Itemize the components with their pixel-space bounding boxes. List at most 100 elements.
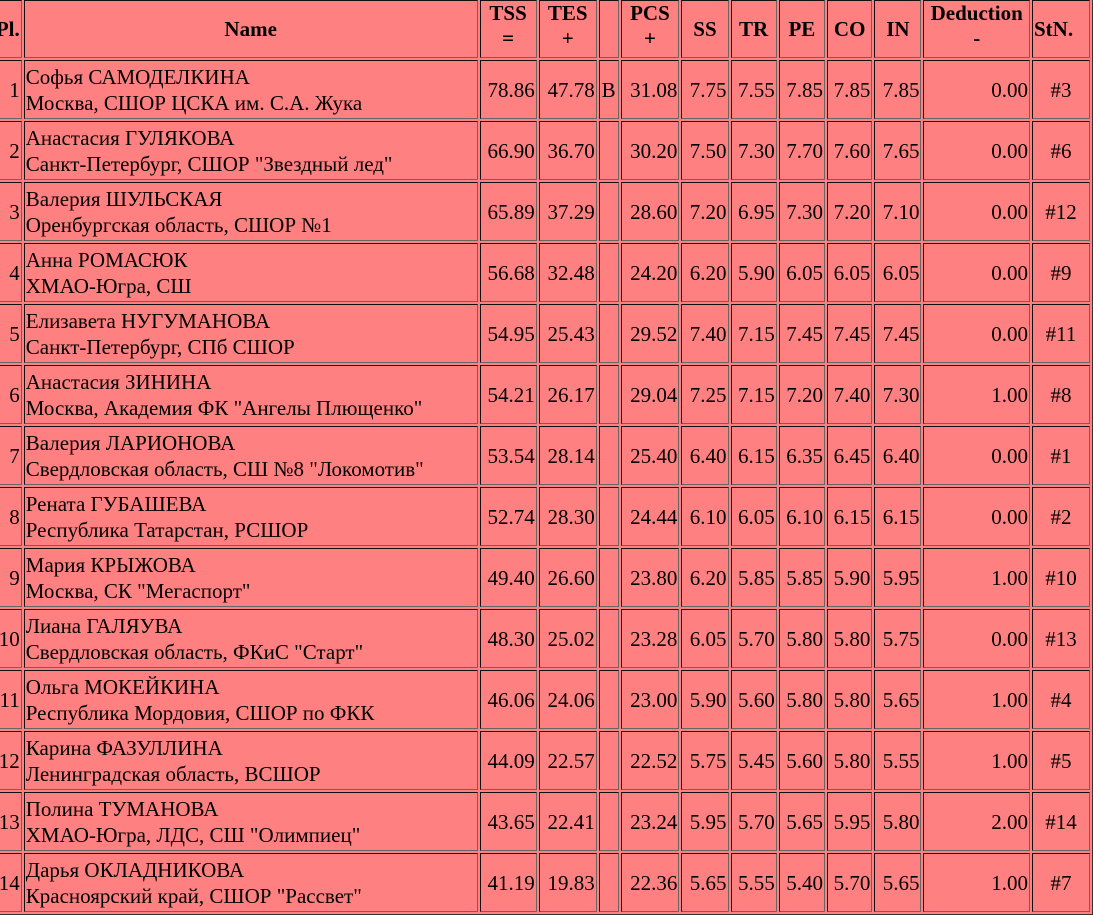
cell-tes: 22.41 bbox=[538, 792, 597, 851]
cell-co: 5.80 bbox=[827, 670, 873, 729]
cell-ss: 6.05 bbox=[681, 609, 729, 668]
cell-tss: 78.86 bbox=[479, 60, 537, 119]
cell-tr: 7.15 bbox=[730, 365, 777, 424]
cell-place: 9 bbox=[0, 548, 22, 607]
cell-name: Ольга МОКЕЙКИНА Республика Мордовия, СШОР… bbox=[23, 670, 478, 729]
skater-club: Москва, Академия ФК "Ангелы Плющенко" bbox=[25, 395, 423, 420]
cell-tr: 5.60 bbox=[730, 670, 777, 729]
cell-co: 6.45 bbox=[827, 426, 873, 485]
cell-ss: 7.20 bbox=[681, 182, 729, 241]
cell-tss: 43.65 bbox=[479, 792, 537, 851]
skater-name: Анастасия ЗИНИНА bbox=[25, 369, 212, 394]
table-row: 10 Лиана ГАЛЯУВА Свердловская область, ФКи… bbox=[0, 609, 1090, 668]
cell-tr: 5.85 bbox=[730, 548, 777, 607]
cell-bonus: B bbox=[598, 60, 619, 119]
cell-pe: 6.35 bbox=[778, 426, 825, 485]
cell-pe: 5.65 bbox=[778, 792, 825, 851]
header-in: IN bbox=[874, 0, 922, 58]
cell-pcs: 24.20 bbox=[620, 243, 680, 302]
header-start-number: StN. bbox=[1032, 0, 1090, 58]
cell-pcs: 31.08 bbox=[620, 60, 680, 119]
cell-name: Карина ФАЗУЛЛИНА Ленинградская область, В… bbox=[23, 731, 478, 790]
cell-tes: 37.29 bbox=[538, 182, 597, 241]
cell-pe: 7.20 bbox=[778, 365, 825, 424]
cell-bonus bbox=[598, 182, 619, 241]
table-row: 8 Рената ГУБАШЕВА Республика Татарстан, РС… bbox=[0, 487, 1090, 546]
cell-tss: 49.40 bbox=[479, 548, 537, 607]
cell-start-number: #2 bbox=[1032, 487, 1090, 546]
cell-pcs: 25.40 bbox=[620, 426, 680, 485]
cell-tss: 52.74 bbox=[479, 487, 537, 546]
cell-co: 7.60 bbox=[827, 121, 873, 180]
cell-tss: 56.68 bbox=[479, 243, 537, 302]
cell-tr: 5.45 bbox=[730, 731, 777, 790]
skater-name: Дарья ОКЛАДНИКОВА bbox=[25, 857, 245, 882]
cell-tr: 6.05 bbox=[730, 487, 777, 546]
skater-club: ХМАО-Югра, ЛДС, СШ "Олимпиец" bbox=[25, 822, 361, 847]
cell-deduction: 0.00 bbox=[923, 182, 1030, 241]
cell-pcs: 29.04 bbox=[620, 365, 680, 424]
cell-place: 14 bbox=[0, 853, 22, 912]
cell-name: Полина ТУМАНОВА ХМАО-Югра, ЛДС, СШ "Олимп… bbox=[23, 792, 478, 851]
cell-name: Софья САМОДЕЛКИНА Москва, СШОР ЦСКА им. С… bbox=[23, 60, 478, 119]
cell-name: Лиана ГАЛЯУВА Свердловская область, ФКиС … bbox=[23, 609, 478, 668]
skater-club: Красноярский край, СШОР "Рассвет" bbox=[25, 883, 362, 908]
header-co: CO bbox=[827, 0, 873, 58]
cell-place: 12 bbox=[0, 731, 22, 790]
cell-pe: 5.80 bbox=[778, 670, 825, 729]
cell-bonus bbox=[598, 121, 619, 180]
cell-tes: 47.78 bbox=[538, 60, 597, 119]
cell-pe: 5.40 bbox=[778, 853, 825, 912]
cell-place: 1 bbox=[0, 60, 22, 119]
cell-tss: 65.89 bbox=[479, 182, 537, 241]
cell-ss: 7.75 bbox=[681, 60, 729, 119]
cell-pcs: 29.52 bbox=[620, 304, 680, 363]
cell-bonus bbox=[598, 609, 619, 668]
cell-tr: 7.30 bbox=[730, 121, 777, 180]
cell-start-number: #12 bbox=[1032, 182, 1090, 241]
cell-tes: 26.60 bbox=[538, 548, 597, 607]
cell-co: 6.05 bbox=[827, 243, 873, 302]
skater-name: Валерия ШУЛЬСКАЯ bbox=[25, 186, 223, 211]
skater-club: Ленинградская область, ВСШОР bbox=[25, 761, 321, 786]
cell-tr: 6.15 bbox=[730, 426, 777, 485]
cell-start-number: #14 bbox=[1032, 792, 1090, 851]
cell-deduction: 1.00 bbox=[923, 548, 1030, 607]
cell-ss: 6.20 bbox=[681, 548, 729, 607]
cell-tss: 48.30 bbox=[479, 609, 537, 668]
skater-name: Ольга МОКЕЙКИНА bbox=[25, 674, 220, 699]
table-row: 3 Валерия ШУЛЬСКАЯ Оренбургская область, С… bbox=[0, 182, 1090, 241]
cell-in: 7.45 bbox=[874, 304, 922, 363]
cell-co: 7.40 bbox=[827, 365, 873, 424]
cell-deduction: 0.00 bbox=[923, 609, 1030, 668]
cell-pe: 5.80 bbox=[778, 609, 825, 668]
header-pe: PE bbox=[778, 0, 825, 58]
skater-club: Москва, СК "Мегаспорт" bbox=[25, 578, 251, 603]
skater-name: Рената ГУБАШЕВА bbox=[25, 491, 207, 516]
header-tes: TES + bbox=[538, 0, 597, 58]
cell-deduction: 1.00 bbox=[923, 365, 1030, 424]
cell-in: 7.10 bbox=[874, 182, 922, 241]
cell-tr: 7.15 bbox=[730, 304, 777, 363]
cell-tes: 22.57 bbox=[538, 731, 597, 790]
cell-pcs: 22.52 bbox=[620, 731, 680, 790]
cell-co: 5.80 bbox=[827, 609, 873, 668]
skater-club: Санкт-Петербург, СПб СШОР bbox=[25, 334, 295, 359]
cell-co: 5.80 bbox=[827, 731, 873, 790]
cell-pcs: 23.80 bbox=[620, 548, 680, 607]
cell-tr: 5.70 bbox=[730, 792, 777, 851]
cell-in: 6.40 bbox=[874, 426, 922, 485]
cell-start-number: #9 bbox=[1032, 243, 1090, 302]
cell-tes: 24.06 bbox=[538, 670, 597, 729]
skater-club: Москва, СШОР ЦСКА им. С.А. Жука bbox=[25, 90, 363, 115]
cell-tss: 44.09 bbox=[479, 731, 537, 790]
skater-name: Лиана ГАЛЯУВА bbox=[25, 613, 183, 638]
cell-bonus bbox=[598, 487, 619, 546]
cell-in: 5.55 bbox=[874, 731, 922, 790]
cell-tes: 32.48 bbox=[538, 243, 597, 302]
cell-place: 2 bbox=[0, 121, 22, 180]
cell-ss: 7.50 bbox=[681, 121, 729, 180]
cell-tes: 28.14 bbox=[538, 426, 597, 485]
cell-tr: 6.95 bbox=[730, 182, 777, 241]
cell-place: 10 bbox=[0, 609, 22, 668]
